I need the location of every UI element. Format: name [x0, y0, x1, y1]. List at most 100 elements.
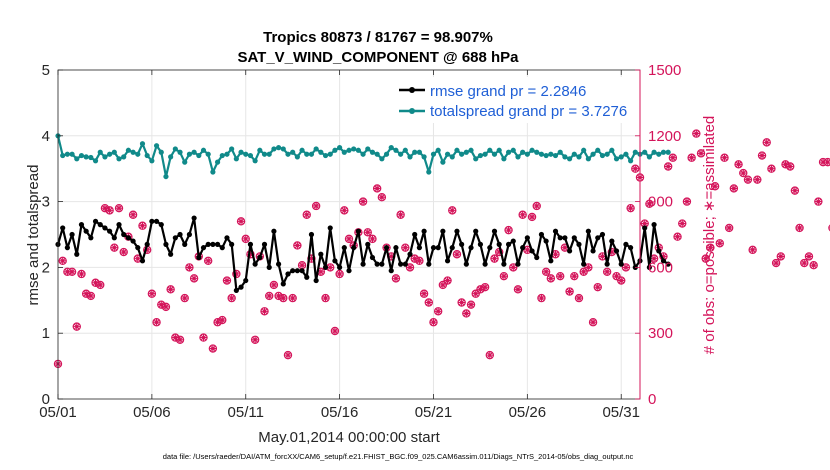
obs-point	[626, 203, 635, 213]
obs-point	[602, 267, 612, 276]
obs-point	[344, 234, 354, 244]
obs-possible-marker	[405, 263, 415, 272]
obs-possible-marker	[321, 293, 330, 303]
obs-assimilated-marker	[791, 187, 799, 194]
spread-point	[252, 158, 258, 164]
obs-assimilated-marker	[491, 255, 498, 262]
y-tick-label-left: 2	[42, 259, 50, 276]
spread-point	[74, 156, 80, 162]
spread-point	[182, 159, 188, 165]
obs-possible-marker	[706, 243, 715, 252]
obs-possible-marker	[241, 234, 250, 244]
obs-assimilated-marker	[143, 246, 151, 254]
spread-point	[308, 151, 315, 157]
obs-point	[710, 182, 720, 191]
rmse-point	[369, 254, 376, 261]
obs-assimilated-marker	[801, 259, 808, 267]
y-tick-label-left: 1	[42, 325, 50, 342]
rmse-point	[566, 248, 573, 254]
rmse-point	[426, 261, 432, 267]
spread-point	[383, 151, 390, 157]
obs-point	[105, 206, 114, 215]
rmse-point	[449, 245, 455, 251]
obs-assimilated-marker	[378, 194, 386, 201]
obs-assimilated-marker	[589, 319, 597, 326]
obs-assimilated-marker	[219, 316, 226, 324]
rmse-point	[224, 235, 230, 241]
obs-possible-marker	[574, 293, 584, 303]
rmse-point	[74, 251, 80, 257]
spread-point	[116, 156, 122, 162]
obs-possible-marker	[527, 212, 537, 222]
obs-point	[77, 269, 86, 279]
obs-point	[771, 258, 781, 268]
obs-point	[232, 269, 241, 279]
rmse-point	[327, 225, 333, 231]
rmse-point	[351, 245, 357, 251]
obs-assimilated-marker	[646, 200, 653, 207]
obs-assimilated-marker	[322, 294, 329, 302]
spread-point	[360, 151, 366, 157]
spread-point	[355, 147, 361, 153]
obs-point	[804, 252, 814, 261]
obs-possible-marker	[593, 282, 602, 292]
rmse-point	[135, 245, 141, 251]
obs-assimilated-marker	[237, 218, 245, 225]
spread-point	[135, 151, 141, 157]
rmse-point	[172, 235, 178, 241]
obs-possible-marker	[612, 271, 621, 281]
obs-assimilated-marker	[82, 290, 90, 297]
obs-possible-marker	[279, 293, 288, 303]
spread-point	[557, 149, 563, 155]
obs-point	[556, 271, 565, 281]
spread-point	[623, 151, 629, 157]
obs-point	[631, 164, 640, 173]
obs-point	[541, 267, 551, 276]
rmse-point	[304, 274, 310, 280]
obs-assimilated-marker	[669, 154, 677, 161]
rmse-point	[665, 261, 671, 267]
obs-assimilated-marker	[345, 235, 353, 243]
obs-assimilated-marker	[711, 183, 719, 190]
spread-point	[585, 156, 591, 162]
obs-possible-marker	[541, 267, 551, 276]
obs-assimilated-marker	[148, 290, 156, 297]
obs-possible-marker	[776, 252, 786, 261]
obs-point	[185, 263, 194, 272]
obs-assimilated-marker	[571, 272, 578, 280]
obs-point	[86, 291, 96, 301]
obs-possible-marker	[302, 210, 311, 219]
obs-assimilated-marker	[458, 299, 465, 306]
obs-assimilated-marker	[500, 272, 508, 280]
obs-possible-marker	[119, 247, 128, 257]
spread-point	[214, 159, 221, 165]
obs-assimilated-marker	[758, 152, 766, 159]
obs-possible-marker	[410, 254, 419, 263]
obs-assimilated-marker	[641, 220, 648, 227]
obs-point	[814, 197, 823, 206]
rmse-point	[548, 258, 554, 264]
obs-possible-marker	[565, 287, 574, 296]
spread-point	[341, 149, 347, 155]
rmse-layer	[55, 215, 671, 294]
spread-point	[628, 158, 634, 164]
obs-assimilated-marker	[92, 279, 99, 286]
spread-point	[69, 151, 75, 157]
spread-point	[491, 151, 498, 157]
obs-assimilated-marker	[580, 268, 587, 275]
rmse-point	[214, 241, 221, 247]
obs-assimilated-marker	[528, 213, 536, 221]
obs-point	[828, 224, 830, 232]
obs-assimilated-marker	[162, 303, 170, 311]
rmse-point	[552, 228, 559, 234]
obs-assimilated-marker	[373, 185, 381, 192]
rmse-point	[177, 231, 183, 238]
obs-possible-marker	[419, 289, 429, 298]
spread-point	[590, 151, 596, 157]
rmse-point	[590, 248, 596, 254]
obs-assimilated-marker	[627, 204, 634, 212]
spread-point	[468, 147, 474, 153]
obs-point	[692, 129, 701, 138]
obs-point	[452, 250, 462, 259]
